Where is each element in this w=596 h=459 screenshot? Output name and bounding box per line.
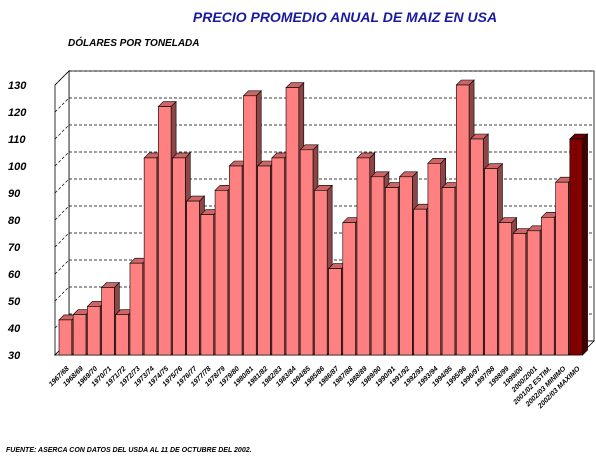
- y-tick-label: 120: [8, 107, 27, 119]
- bar: [158, 106, 172, 356]
- bar: [228, 165, 243, 356]
- bar: [455, 84, 470, 356]
- bar: [470, 138, 484, 356]
- y-tick-label: 60: [8, 269, 21, 281]
- bar: [285, 87, 300, 356]
- y-tick-label: 110: [8, 134, 26, 146]
- y-tick-label: 90: [8, 188, 21, 200]
- bar: [143, 157, 158, 356]
- grid-line: [54, 151, 70, 167]
- grid-line: [54, 178, 70, 194]
- y-tick-label: 50: [8, 296, 21, 308]
- y-tick-label: 80: [8, 215, 21, 227]
- bar: [413, 208, 427, 356]
- bar: [512, 233, 527, 356]
- bar: [101, 287, 115, 356]
- bar: [555, 181, 569, 356]
- bar: [356, 157, 371, 356]
- bar: [58, 319, 73, 356]
- bar: [72, 314, 87, 356]
- bar: [243, 95, 257, 356]
- bar-side: [582, 133, 588, 356]
- bar: [541, 217, 555, 356]
- bar: [484, 168, 498, 356]
- bar: [370, 176, 385, 356]
- grid-line: [54, 259, 70, 275]
- y-tick-label: 130: [8, 80, 27, 92]
- bar: [498, 222, 512, 356]
- bar: [427, 163, 441, 356]
- bar: [328, 268, 342, 356]
- bar: [385, 187, 399, 356]
- bar: [271, 157, 285, 356]
- grid-line: [54, 232, 70, 248]
- bar: [441, 187, 456, 356]
- bar: [314, 190, 328, 356]
- grid-line: [54, 286, 70, 302]
- chart-subtitle: DÓLARES POR TONELADA: [68, 36, 200, 49]
- bar: [87, 306, 101, 356]
- bar: [399, 176, 413, 356]
- grid-line: [54, 70, 70, 86]
- source-note: FUENTE: ASERCA CON DATOS DEL USDA AL 11 …: [6, 447, 252, 454]
- side-wall: [54, 70, 70, 356]
- bar: [257, 165, 271, 356]
- grid-line: [54, 97, 70, 113]
- bar: [186, 200, 200, 356]
- bar: [342, 222, 356, 356]
- bar: [299, 149, 314, 356]
- bar: [129, 262, 144, 356]
- bar: [172, 157, 186, 356]
- grid-line: [54, 124, 70, 140]
- y-tick-label: 70: [8, 242, 21, 254]
- bar: [526, 230, 541, 356]
- bar: [569, 138, 583, 356]
- bar: [200, 214, 214, 356]
- y-tick-label: 30: [8, 350, 21, 362]
- chart-title: PRECIO PROMEDIO ANUAL DE MAIZ EN USA: [193, 9, 497, 25]
- y-tick-label: 100: [8, 161, 27, 173]
- grid-line: [54, 205, 70, 221]
- bar: [214, 190, 229, 356]
- y-tick-label: 40: [7, 323, 21, 335]
- bar: [115, 314, 129, 356]
